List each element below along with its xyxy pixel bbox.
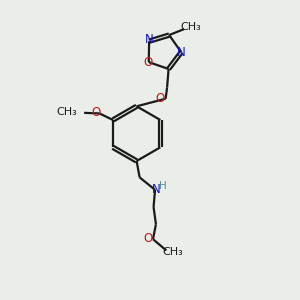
Text: O: O [143,56,152,69]
Text: CH₃: CH₃ [57,107,78,117]
Text: CH₃: CH₃ [181,22,201,32]
Text: O: O [156,92,165,105]
Text: H: H [160,181,167,191]
Text: N: N [152,183,161,196]
Text: O: O [91,106,100,119]
Text: N: N [177,46,186,59]
Text: CH₃: CH₃ [163,247,183,256]
Text: O: O [143,232,152,245]
Text: N: N [145,34,154,46]
